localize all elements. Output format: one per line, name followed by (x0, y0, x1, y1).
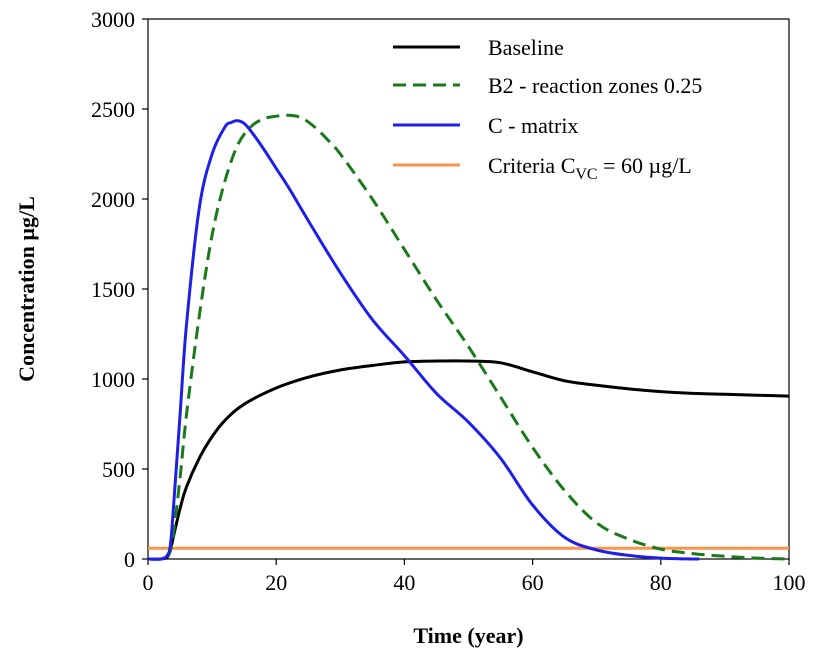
legend-label-baseline: Baseline (488, 35, 564, 60)
legend-label-c-matrix: C - matrix (488, 113, 578, 138)
x-tick-label: 40 (393, 570, 415, 595)
legend-criteria-main: Criteria C (488, 153, 575, 178)
series-line-baseline (147, 359, 790, 561)
y-tick-label: 2500 (91, 97, 135, 122)
y-tick-label: 0 (124, 547, 135, 572)
y-axis-title: Concentration µg/L (14, 196, 39, 382)
y-tick-label: 2000 (91, 187, 135, 212)
legend-criteria-rest: = 60 µg/L (598, 153, 692, 178)
x-tick-label: 60 (522, 570, 544, 595)
x-axis-title: Time (year) (413, 623, 523, 648)
y-tick-label: 1500 (91, 277, 135, 302)
y-tick-label: 3000 (91, 7, 135, 32)
axes (147, 18, 790, 560)
y-axis-ticks: 0 500 1000 1500 2000 2500 3000 (91, 7, 148, 572)
x-tick-label: 100 (773, 570, 806, 595)
legend-label-b2: B2 - reaction zones 0.25 (488, 73, 702, 98)
x-tick-label: 0 (143, 570, 154, 595)
x-tick-label: 20 (265, 570, 287, 595)
legend-criteria-sub: VC (575, 166, 597, 183)
series-line-b2-reaction-zones-0-25 (147, 113, 790, 561)
series-line-c-matrix (147, 119, 700, 561)
y-tick-label: 500 (102, 457, 135, 482)
x-axis-ticks: 0 20 40 60 80 100 (143, 559, 806, 595)
series-lines (147, 113, 790, 561)
legend: Baseline B2 - reaction zones 0.25 C - ma… (393, 35, 702, 183)
x-tick-label: 80 (650, 570, 672, 595)
plot-frame (147, 18, 790, 560)
y-tick-label: 1000 (91, 367, 135, 392)
legend-label-criteria: Criteria CVC = 60 µg/L (488, 153, 692, 183)
